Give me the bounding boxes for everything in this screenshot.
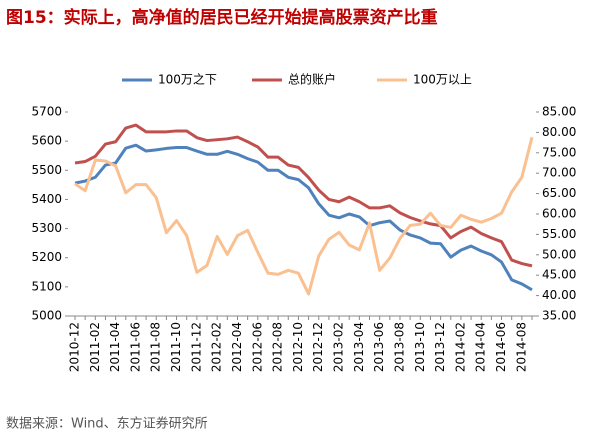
y2-tick-label: 40.00 bbox=[542, 288, 576, 302]
y2-tick-label: 85.00 bbox=[542, 105, 576, 119]
x-tick-label: 2013-06 bbox=[372, 322, 386, 372]
y2-tick-label: 45.00 bbox=[542, 268, 576, 282]
x-tick-label: 2014-04 bbox=[474, 322, 488, 372]
x-tick-label: 2012-10 bbox=[291, 322, 305, 372]
chart-title: 图15：实际上，高净值的居民已经开始提高股票资产比重 bbox=[6, 7, 438, 28]
y2-tick-label: 65.00 bbox=[542, 186, 576, 200]
x-tick-label: 2014-08 bbox=[514, 322, 528, 372]
x-tick-label: 2011-08 bbox=[149, 322, 163, 372]
y-tick-label: 5000 bbox=[31, 309, 62, 323]
y-tick-label: 5300 bbox=[31, 221, 62, 235]
x-tick-label: 2012-06 bbox=[250, 322, 264, 372]
x-tick-label: 2010-12 bbox=[68, 322, 82, 372]
x-tick-label: 2014-02 bbox=[453, 322, 467, 372]
y-tick-label: 5100 bbox=[31, 279, 62, 293]
x-tick-label: 2012-04 bbox=[230, 322, 244, 372]
y2-tick-label: 75.00 bbox=[542, 145, 576, 159]
series-line bbox=[74, 123, 533, 268]
x-tick-label: 2011-04 bbox=[108, 322, 122, 372]
x-tick-label: 2013-02 bbox=[332, 322, 346, 372]
y2-tick-label: 35.00 bbox=[542, 309, 576, 323]
legend-label: 100万以上 bbox=[413, 73, 472, 87]
x-tick-label: 2012-12 bbox=[311, 322, 325, 372]
y-tick-label: 5200 bbox=[31, 250, 62, 264]
x-tick-label: 2011-12 bbox=[189, 322, 203, 372]
series-line bbox=[74, 136, 534, 296]
x-tick-label: 2011-06 bbox=[128, 322, 142, 372]
x-tick-label: 2011-10 bbox=[169, 322, 183, 372]
x-tick-label: 2013-10 bbox=[413, 322, 427, 372]
x-tick-label: 2013-08 bbox=[392, 322, 406, 372]
y-tick-label: 5400 bbox=[31, 192, 62, 206]
y2-tick-label: 50.00 bbox=[542, 247, 576, 261]
x-tick-label: 2012-02 bbox=[210, 322, 224, 372]
y2-tick-label: 80.00 bbox=[542, 125, 576, 139]
source-note: 数据来源：Wind、东方证券研究所 bbox=[6, 416, 208, 432]
y-tick-label: 5700 bbox=[31, 105, 62, 119]
x-tick-label: 2011-02 bbox=[88, 322, 102, 372]
x-tick-label: 2013-12 bbox=[433, 322, 447, 372]
legend-label: 总的账户 bbox=[288, 72, 336, 87]
y2-tick-label: 55.00 bbox=[542, 227, 576, 241]
x-tick-label: 2014-06 bbox=[494, 322, 508, 372]
y-tick-label: 5600 bbox=[31, 134, 62, 148]
y2-tick-label: 70.00 bbox=[542, 166, 576, 180]
y2-tick-label: 60.00 bbox=[542, 207, 576, 221]
y-tick-label: 5500 bbox=[31, 163, 62, 177]
series-line bbox=[74, 143, 533, 292]
x-tick-label: 2012-08 bbox=[271, 322, 285, 372]
x-tick-label: 2013-04 bbox=[352, 322, 366, 372]
legend-label: 100万之下 bbox=[158, 73, 217, 87]
